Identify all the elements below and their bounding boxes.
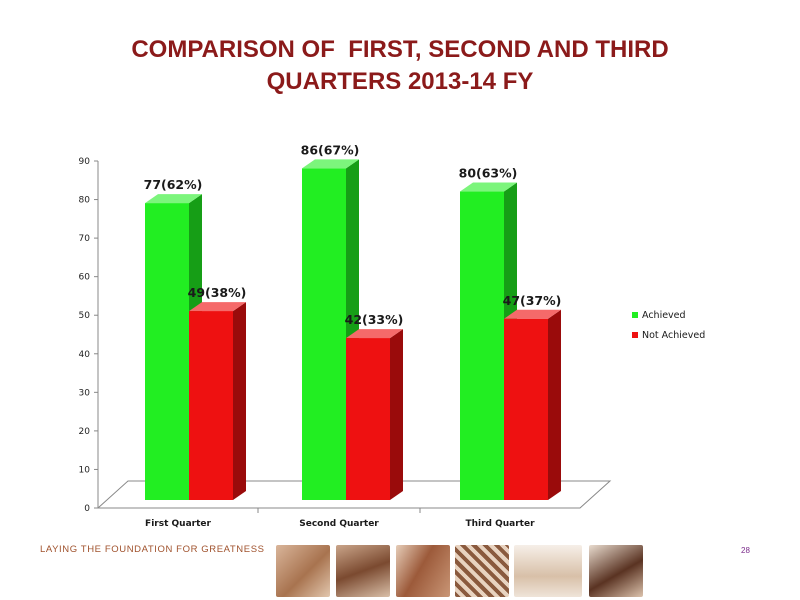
not-achieved-bar (189, 311, 233, 500)
legend-label: Not Achieved (642, 330, 705, 341)
y-tick-label: 10 (79, 465, 91, 475)
y-tick-label: 30 (79, 388, 91, 398)
page-number: 28 (741, 546, 750, 555)
data-label: 86(67%) (301, 142, 360, 157)
legend-swatch (632, 312, 638, 318)
not-achieved-bar (504, 318, 548, 500)
x-tick-label: Third Quarter (465, 519, 535, 529)
not-achieved-bar-side (233, 302, 246, 500)
footer-tagline: LAYING THE FOUNDATION FOR GREATNESS (40, 544, 265, 555)
y-tick-label: 70 (79, 234, 91, 244)
footer-photo-pattern (455, 545, 509, 597)
y-tick-label: 40 (79, 350, 91, 360)
footer-photo-family (336, 545, 390, 597)
footer-photo-ballet (514, 545, 582, 597)
y-tick-label: 0 (84, 504, 90, 514)
not-achieved-bar-top (504, 309, 561, 319)
not-achieved-bar-top (189, 302, 246, 312)
achieved-bar (145, 203, 189, 500)
data-label: 47(37%) (503, 293, 562, 308)
data-label: 42(33%) (345, 312, 404, 327)
title-line-1: COMPARISON OF FIRST, SECOND AND THIRD (131, 36, 669, 63)
achieved-bar-top (145, 194, 202, 204)
achieved-bar (460, 191, 504, 501)
not-achieved-bar-side (548, 309, 561, 500)
y-tick-label: 90 (79, 157, 91, 167)
x-tick-label: Second Quarter (299, 519, 379, 529)
footer-photo-hands (276, 545, 330, 597)
not-achieved-bar-top (346, 329, 403, 339)
not-achieved-bar (346, 338, 390, 500)
legend-label: Achieved (642, 310, 686, 321)
y-tick-label: 80 (79, 196, 91, 206)
y-tick-label: 50 (79, 311, 91, 321)
footer-photo-handshake (396, 545, 450, 597)
slide-title: COMPARISON OF FIRST, SECOND AND THIRD QU… (0, 34, 800, 98)
not-achieved-bar-side (390, 329, 403, 500)
data-label: 77(62%) (144, 177, 203, 192)
legend-swatch (632, 332, 638, 338)
footer-photo-saxophone (589, 545, 643, 597)
y-tick-label: 20 (79, 427, 91, 437)
data-label: 80(63%) (459, 166, 518, 181)
title-line-2: QUARTERS 2013-14 FY (266, 68, 534, 95)
achieved-bar (302, 168, 346, 500)
achieved-bar-top (460, 182, 517, 192)
data-label: 49(38%) (188, 285, 247, 300)
achieved-bar-top (302, 159, 359, 169)
y-tick-label: 60 (79, 273, 91, 283)
x-tick-label: First Quarter (145, 519, 211, 529)
